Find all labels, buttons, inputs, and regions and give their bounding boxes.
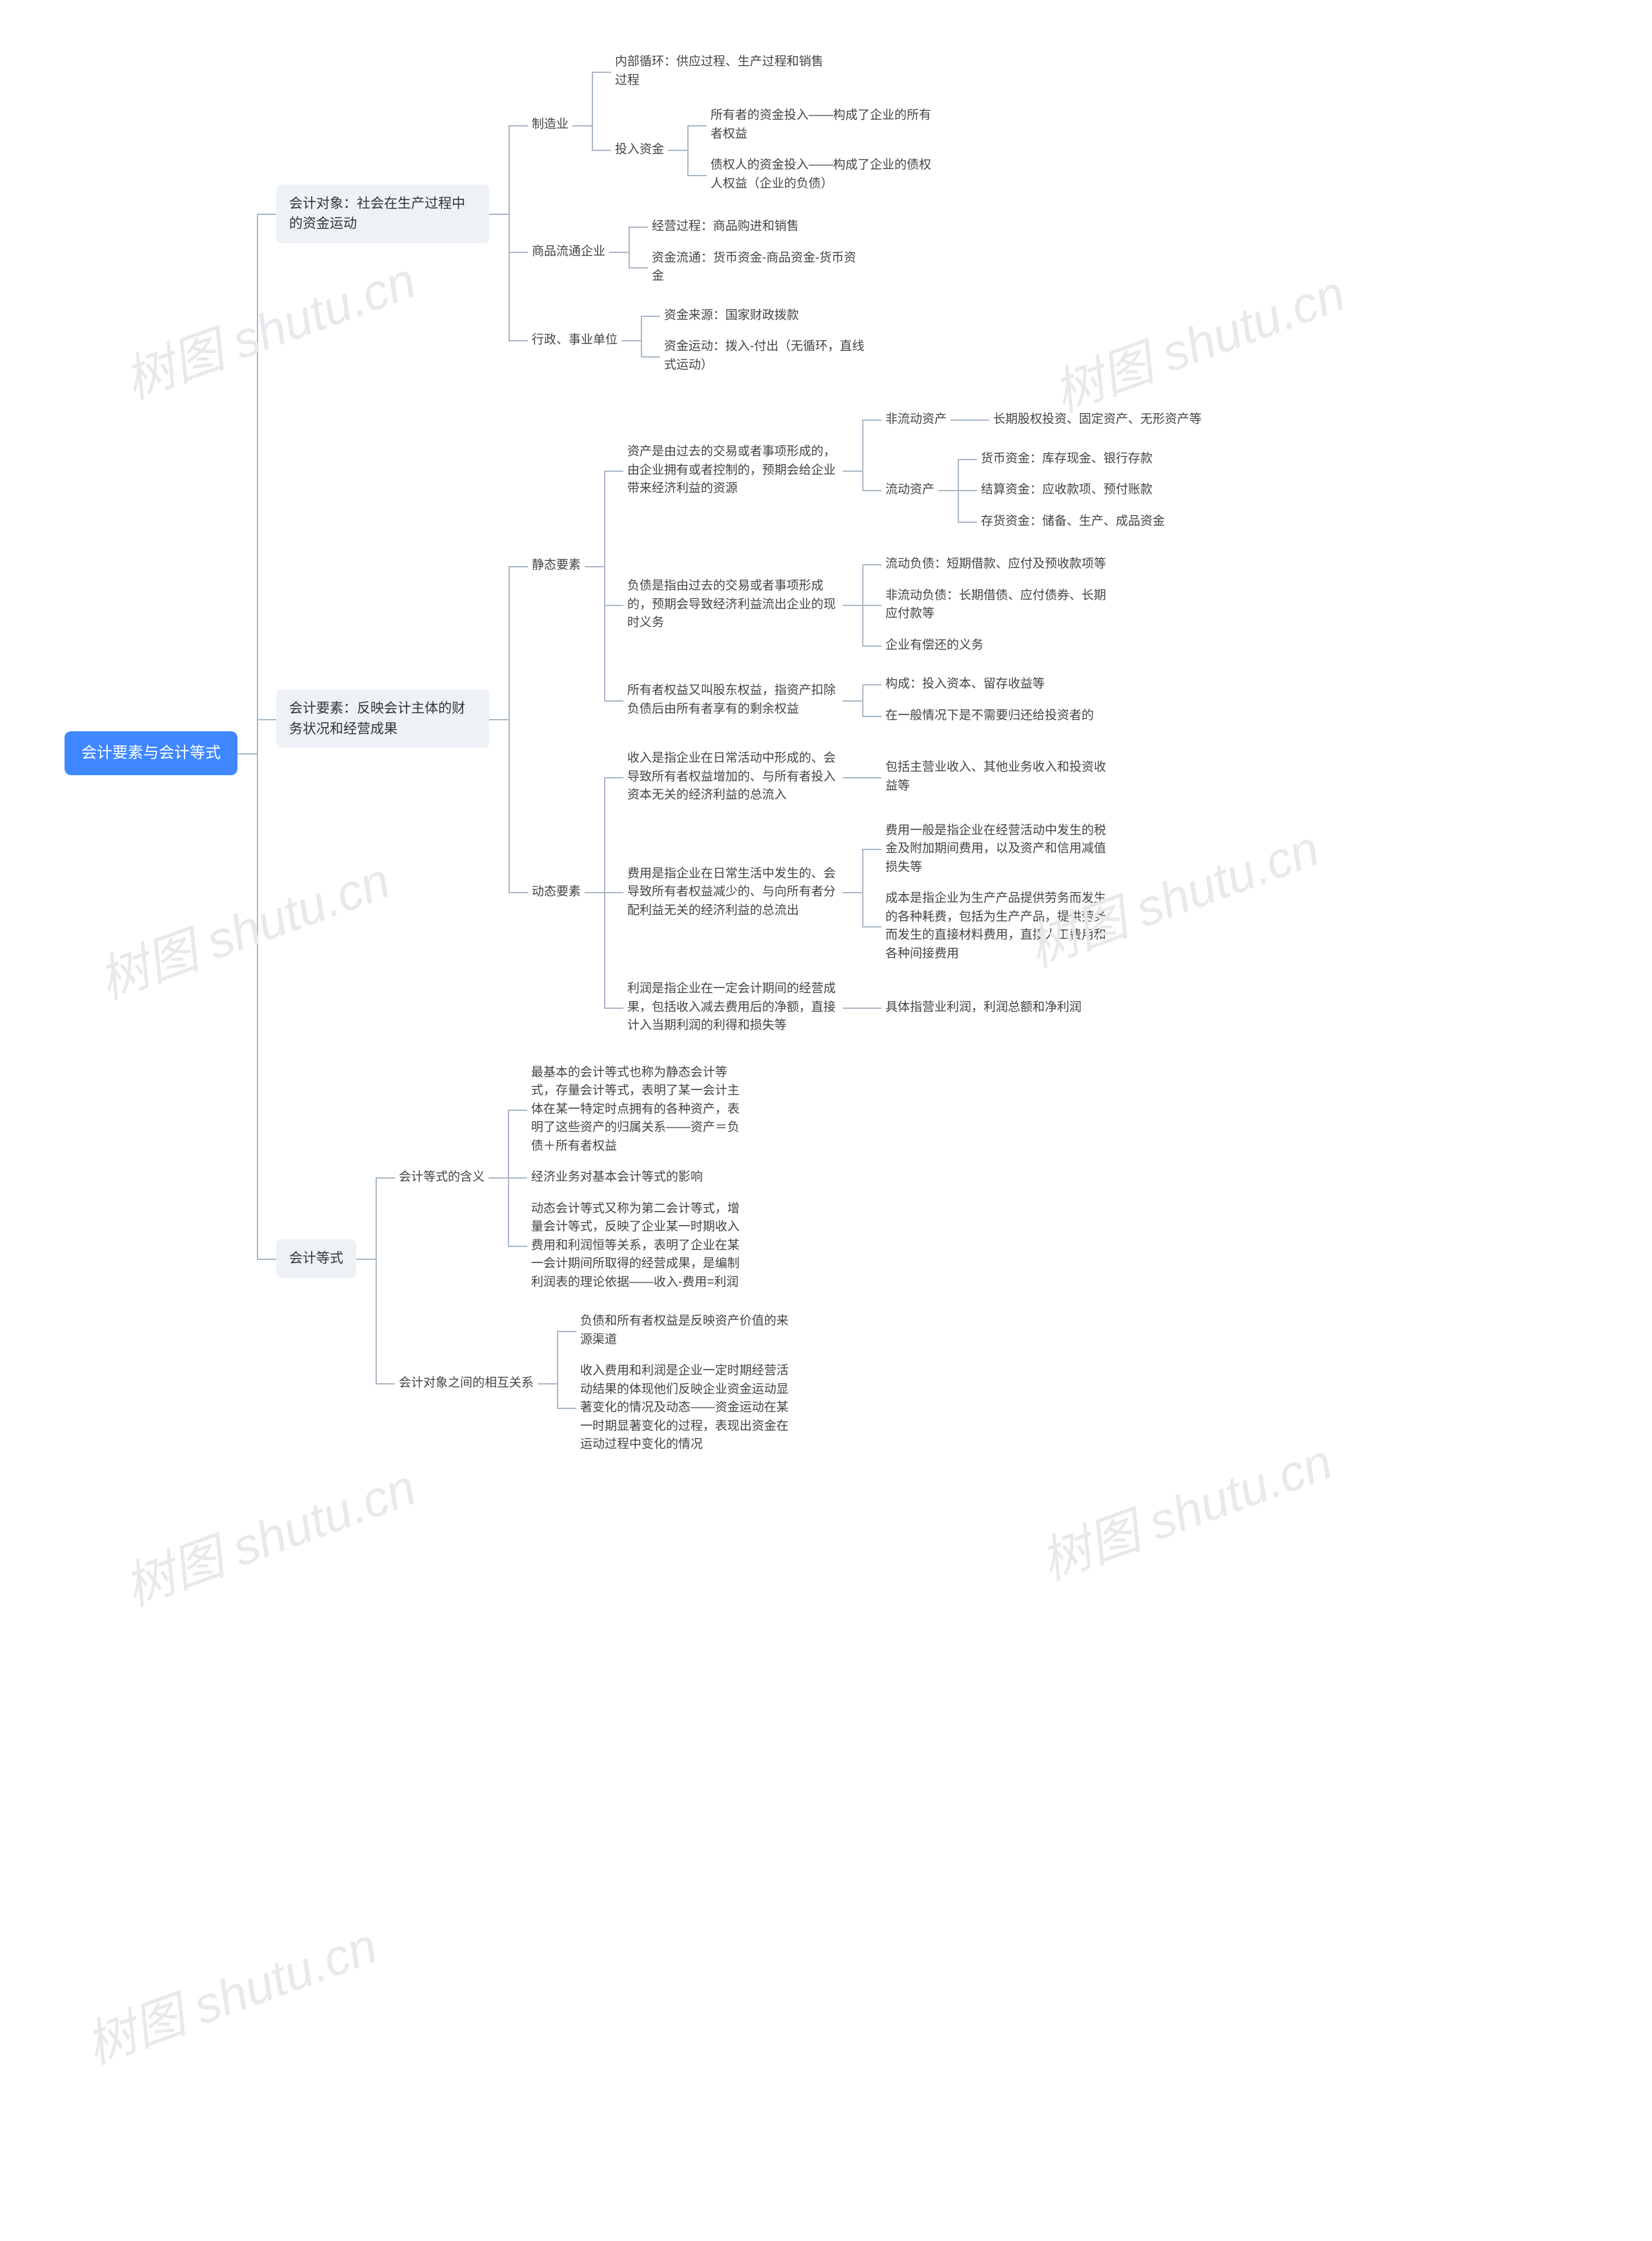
children-list: 经营过程：商品购进和销售资金流通：货币资金-商品资金-货币资金 (609, 211, 867, 292)
children-list: 所有者的资金投入——构成了企业的所有者权益债权人的资金投入——构成了企业的债权人… (668, 100, 939, 199)
node-depth-2[interactable]: 会计等式的含义 (395, 1166, 489, 1190)
node-depth-2[interactable]: 行政、事业单位 (528, 329, 621, 352)
node-depth-3[interactable]: 资金来源：国家财政拨款 (660, 304, 803, 328)
node-depth-4[interactable]: 成本是指企业为生产产品提供劳务而发生的各种耗费，包括为生产产品，提供劳务而发生的… (881, 887, 1114, 966)
children-list: 最基本的会计等式也称为静态会计等式，存量会计等式，表明了某一会计主体在某一特定时… (489, 1057, 747, 1299)
node-depth-3[interactable]: 收入费用和利润是企业一定时期经营活动结果的体现他们反映企业资金运动显著变化的情况… (576, 1359, 796, 1457)
node-depth-3[interactable]: 投入资金 (611, 138, 668, 162)
children-list: 静态要素 资产是由过去的交易或者事项形成的，由企业拥有或者控制的，预期会给企业带来… (489, 392, 1205, 1046)
node-depth-4[interactable]: 企业有偿还的义务 (881, 634, 987, 658)
node-depth-3[interactable]: 资金运动：拨入-付出（无循环，直线式运动） (660, 335, 880, 377)
children-list: 流动负债：短期借款、应付及预收款项等非流动负债：长期借债、应付债券、长期应付款等… (843, 549, 1114, 661)
children-list: 会计对象：社会在生产过程中的资金运动 制造业 内部循环：供应过程、生产过程和销售过程… (237, 39, 1205, 1468)
children-list: 非流动资产长期股权投资、固定资产、无形资产等流动资产货币资金：库存现金、银行存款… (843, 400, 1205, 541)
node-depth-5[interactable]: 长期股权投资、固定资产、无形资产等 (989, 408, 1205, 432)
watermark-text: 树图 shutu.cn (74, 1906, 385, 2078)
children-list: 长期股权投资、固定资产、无形资产等 (951, 404, 1205, 436)
node-depth-3[interactable]: 最基本的会计等式也称为静态会计等式，存量会计等式，表明了某一会计主体在某一特定时… (527, 1061, 747, 1159)
node-depth-5[interactable]: 货币资金：库存现金、银行存款 (977, 447, 1156, 471)
node-depth-4[interactable]: 流动负债：短期借款、应付及预收款项等 (881, 553, 1110, 576)
node-depth-1[interactable]: 会计等式 (276, 1239, 356, 1278)
children-list: 资产是由过去的交易或者事项形成的，由企业拥有或者控制的，预期会给企业带来经济利益… (585, 396, 1205, 735)
children-list: 会计等式的含义 最基本的会计等式也称为静态会计等式，存量会计等式，表明了某一会计主… (356, 1053, 796, 1465)
node-depth-1[interactable]: 会计对象：社会在生产过程中的资金运动 (276, 185, 489, 243)
node-depth-3[interactable]: 负债是指由过去的交易或者事项形成的，预期会导致经济利益流出企业的现时义务 (623, 574, 843, 635)
node-depth-3[interactable]: 资金流通：货币资金-商品资金-货币资金 (648, 247, 867, 289)
node-depth-5[interactable]: 结算资金：应收款项、预付账款 (977, 478, 1156, 502)
node-depth-4[interactable]: 非流动资产 (881, 408, 951, 432)
node-depth-4[interactable]: 构成：投入资本、留存收益等 (881, 673, 1049, 696)
children-list: 构成：投入资本、留存收益等在一般情况下是不需要归还给投资者的 (843, 669, 1098, 731)
node-depth-4[interactable]: 具体指营业利润，利润总额和净利润 (881, 996, 1085, 1020)
node-depth-3[interactable]: 所有者权益又叫股东权益，指资产扣除负债后由所有者享有的剩余权益 (623, 679, 843, 721)
node-depth-4[interactable]: 非流动负债：长期借债、应付债券、长期应付款等 (881, 584, 1114, 626)
node-depth-4[interactable]: 所有者的资金投入——构成了企业的所有者权益 (707, 104, 939, 146)
children-list: 内部循环：供应过程、生产过程和销售过程投入资金所有者的资金投入——构成了企业的所… (572, 46, 939, 203)
node-depth-2[interactable]: 制造业 (528, 113, 572, 137)
node-depth-3[interactable]: 动态会计等式又称为第二会计等式，增量会计等式，反映了企业某一时期收入费用和利润恒… (527, 1197, 747, 1295)
children-list: 收入是指企业在日常活动中形成的、会导致所有者权益增加的、与所有者投入资本无关的经… (585, 743, 1114, 1042)
node-depth-3[interactable]: 费用是指企业在日常生活中发生的、会导致所有者权益减少的、与向所有者分配利益无关的… (623, 862, 843, 923)
node-depth-2[interactable]: 会计对象之间的相互关系 (395, 1372, 538, 1395)
node-depth-2[interactable]: 静态要素 (528, 554, 585, 578)
node-depth-4[interactable]: 费用一般是指企业在经营活动中发生的税金及附加期间费用，以及资产和信用减值损失等 (881, 819, 1114, 880)
children-list: 费用一般是指企业在经营活动中发生的税金及附加期间费用，以及资产和信用减值损失等成… (843, 815, 1114, 970)
node-depth-3[interactable]: 利润是指企业在一定会计期间的经营成果，包括收入减去费用后的净额，直接计入当期利润… (623, 977, 843, 1038)
node-depth-3[interactable]: 收入是指企业在日常活动中形成的、会导致所有者权益增加的、与所有者投入资本无关的经… (623, 747, 843, 807)
mindmap-canvas: 会计要素与会计等式 会计对象：社会在生产过程中的资金运动 制造业 内部循环：供应过程、… (0, 0, 1652, 1507)
children-list: 制造业内部循环：供应过程、生产过程和销售过程投入资金所有者的资金投入——构成了企… (489, 43, 939, 385)
node-depth-3[interactable]: 负债和所有者权益是反映资产价值的来源渠道 (576, 1310, 796, 1352)
node-depth-4[interactable]: 债权人的资金投入——构成了企业的债权人权益（企业的负债） (707, 154, 939, 196)
children-list: 包括主营业收入、其他业务收入和投资收益等 (843, 752, 1114, 802)
node-depth-4[interactable]: 包括主营业收入、其他业务收入和投资收益等 (881, 756, 1114, 798)
children-list: 负债和所有者权益是反映资产价值的来源渠道收入费用和利润是企业一定时期经营活动结果… (538, 1306, 796, 1461)
children-list: 具体指营业利润，利润总额和净利润 (843, 992, 1085, 1024)
node-depth-4[interactable]: 流动资产 (881, 478, 938, 502)
node-depth-4[interactable]: 在一般情况下是不需要归还给投资者的 (881, 704, 1098, 728)
node-depth-1[interactable]: 会计要素：反映会计主体的财务状况和经营成果 (276, 689, 489, 748)
node-depth-2[interactable]: 商品流通企业 (528, 240, 609, 264)
node-depth-2[interactable]: 动态要素 (528, 880, 585, 904)
node-depth-3[interactable]: 经营过程：商品购进和销售 (648, 215, 803, 239)
node-depth-3[interactable]: 经济业务对基本会计等式的影响 (527, 1166, 707, 1190)
children-list: 货币资金：库存现金、银行存款结算资金：应收款项、预付账款存货资金：储备、生产、成… (938, 443, 1169, 538)
node-depth-3[interactable]: 资产是由过去的交易或者事项形成的，由企业拥有或者控制的，预期会给企业带来经济利益… (623, 440, 843, 501)
children-list: 资金来源：国家财政拨款资金运动：拨入-付出（无循环，直线式运动） (621, 300, 880, 381)
node-depth-5[interactable]: 存货资金：储备、生产、成品资金 (977, 510, 1169, 534)
root-node[interactable]: 会计要素与会计等式 (65, 731, 237, 775)
node-depth-3[interactable]: 内部循环：供应过程、生产过程和销售过程 (611, 50, 831, 92)
